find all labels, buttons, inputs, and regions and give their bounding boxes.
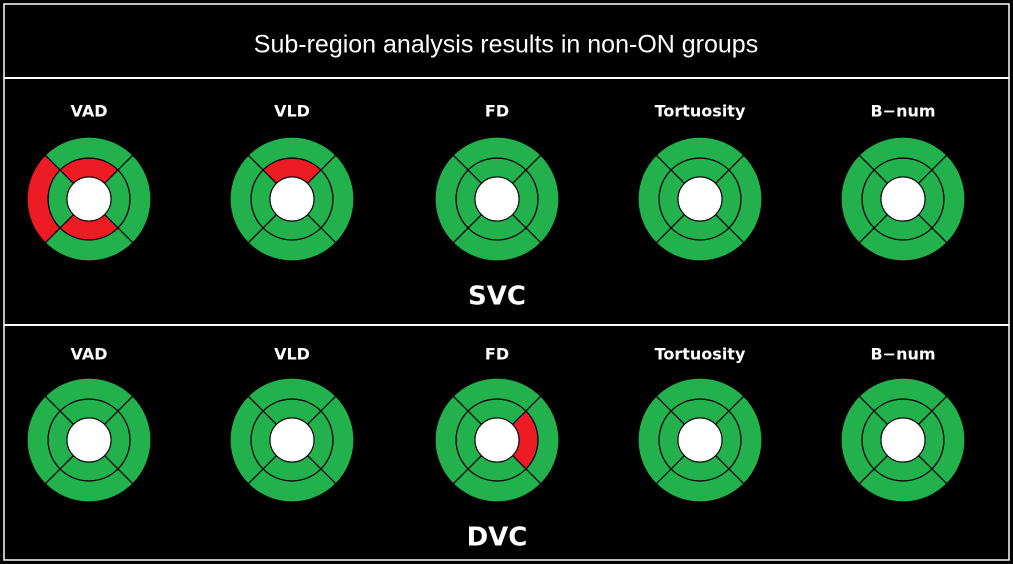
center-hole bbox=[269, 417, 315, 463]
frame bbox=[3, 3, 1010, 561]
diagram-label: B−num bbox=[870, 102, 935, 121]
sector bbox=[637, 154, 672, 244]
center-hole bbox=[66, 417, 112, 463]
diagram-label: B−num bbox=[870, 345, 935, 364]
sector bbox=[229, 395, 264, 485]
diagram-label: FD bbox=[485, 345, 509, 364]
diagram-label: VLD bbox=[274, 102, 310, 121]
center-hole bbox=[880, 417, 926, 463]
diagram-label: Tortuosity bbox=[655, 345, 746, 364]
center-hole bbox=[474, 417, 520, 463]
sector bbox=[840, 395, 875, 485]
figure-title: Sub-region analysis results in non-ON gr… bbox=[254, 31, 758, 59]
panel-name: SVC bbox=[468, 282, 526, 312]
diagram-label: VLD bbox=[274, 345, 310, 364]
diagram-label: FD bbox=[485, 102, 509, 121]
center-hole bbox=[677, 176, 723, 222]
sector bbox=[26, 395, 61, 485]
center-hole bbox=[269, 176, 315, 222]
panel-name: DVC bbox=[467, 523, 528, 553]
sector bbox=[637, 395, 672, 485]
sector bbox=[434, 154, 469, 244]
sector bbox=[26, 154, 61, 244]
diagram-label: VAD bbox=[71, 102, 108, 121]
center-hole bbox=[677, 417, 723, 463]
center-hole bbox=[66, 176, 112, 222]
sector bbox=[229, 154, 264, 244]
sector bbox=[434, 395, 469, 485]
center-hole bbox=[474, 176, 520, 222]
diagram-label: VAD bbox=[71, 345, 108, 364]
sector bbox=[840, 154, 875, 244]
center-hole bbox=[880, 176, 926, 222]
diagram-label: Tortuosity bbox=[655, 102, 746, 121]
